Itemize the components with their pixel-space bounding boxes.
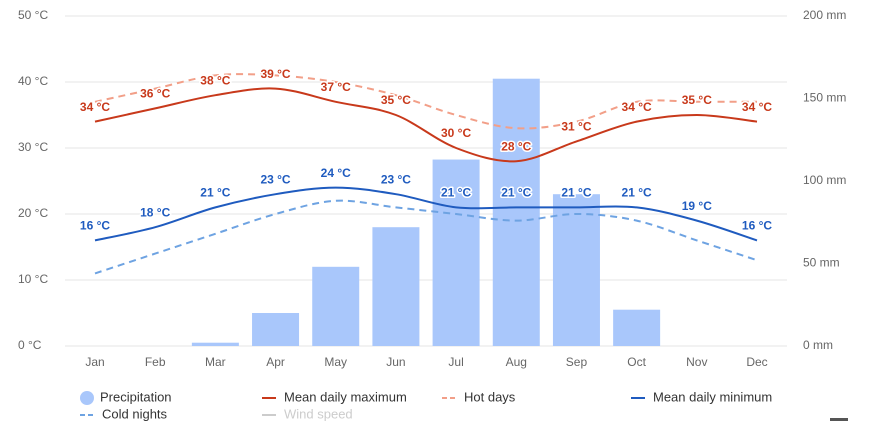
x-tick-label: Dec (746, 355, 767, 369)
x-tick-label: Jul (448, 355, 463, 369)
line (94, 186, 758, 242)
data-label: 21 °C (200, 186, 230, 200)
x-tick-label: May (324, 355, 347, 369)
data-label: 28 °C (501, 139, 531, 153)
menu-bar (830, 418, 848, 421)
x-tick-label: Aug (506, 355, 527, 369)
data-label: 37 °C (321, 80, 351, 94)
y-tick-label: 30 °C (18, 140, 48, 154)
y2-tick-label: 150 mm (803, 91, 846, 105)
data-label: 16 °C (742, 219, 772, 233)
legend-label: Wind speed (284, 406, 353, 421)
legend-item[interactable]: Hot days (442, 389, 516, 404)
y-tick-label: 20 °C (18, 206, 48, 220)
x-tick-label: Mar (205, 355, 226, 369)
y2-tick-label: 200 mm (803, 8, 846, 22)
y2-tick-label: 0 mm (803, 338, 833, 352)
data-label: 34 °C (622, 100, 652, 114)
legend-label: Mean daily maximum (284, 389, 407, 404)
data-label: 19 °C (682, 199, 712, 213)
data-label: 21 °C (561, 186, 591, 200)
bar (191, 342, 239, 346)
line (94, 199, 758, 275)
x-tick-label: Jun (386, 355, 405, 369)
bar (252, 313, 300, 346)
data-label: 34 °C (742, 100, 772, 114)
y-tick-label: 50 °C (18, 8, 48, 22)
data-label: 30 °C (441, 126, 471, 140)
data-label: 38 °C (200, 73, 230, 87)
legend-item[interactable]: Wind speed (262, 406, 353, 421)
bar (492, 78, 540, 346)
x-tick-label: Feb (145, 355, 166, 369)
bar (312, 266, 360, 346)
x-tick-label: Apr (266, 355, 285, 369)
data-label: 24 °C (321, 166, 351, 180)
data-label: 36 °C (140, 87, 170, 101)
x-tick-label: Sep (566, 355, 588, 369)
y-tick-label: 10 °C (18, 272, 48, 286)
y2-tick-label: 100 mm (803, 173, 846, 187)
bar (372, 227, 420, 346)
y2-tick-label: 50 mm (803, 256, 840, 270)
data-label: 18 °C (140, 205, 170, 219)
legend-item[interactable]: Mean daily minimum (631, 389, 772, 404)
legend-item[interactable]: Precipitation (80, 389, 172, 405)
x-tick-label: Nov (686, 355, 707, 369)
legend-marker (80, 391, 94, 405)
data-label: 21 °C (501, 186, 531, 200)
legend-label: Hot days (464, 389, 516, 404)
data-label: 23 °C (260, 172, 290, 186)
x-tick-label: Oct (627, 355, 646, 369)
legend-label: Mean daily minimum (653, 389, 772, 404)
data-label: 31 °C (561, 120, 591, 134)
y-tick-label: 40 °C (18, 74, 48, 88)
data-label: 21 °C (441, 186, 471, 200)
bar (432, 159, 480, 346)
line (94, 73, 757, 130)
legend-item[interactable]: Mean daily maximum (262, 389, 407, 404)
data-label: 35 °C (381, 93, 411, 107)
line (94, 87, 758, 163)
menu-icon[interactable] (830, 418, 848, 421)
data-label: 23 °C (381, 172, 411, 186)
data-label: 35 °C (682, 93, 712, 107)
data-label: 39 °C (260, 67, 290, 81)
y-tick-label: 0 °C (18, 338, 42, 352)
bar (552, 194, 600, 346)
bar (613, 309, 661, 346)
data-label: 16 °C (80, 219, 110, 233)
legend-label: Cold nights (102, 406, 168, 421)
legend-label: Precipitation (100, 389, 172, 404)
legend-item[interactable]: Cold nights (80, 406, 168, 421)
data-label: 34 °C (80, 100, 110, 114)
x-tick-label: Jan (85, 355, 104, 369)
data-label: 21 °C (622, 186, 652, 200)
